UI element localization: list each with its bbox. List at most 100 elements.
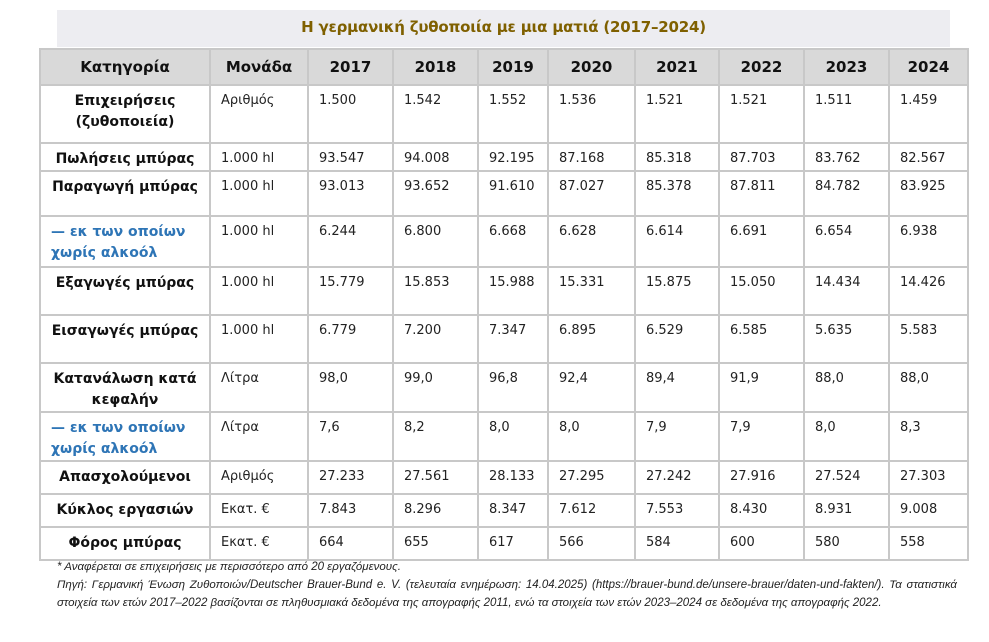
header-year: 2023 bbox=[803, 48, 890, 86]
row-value: 7.347 bbox=[477, 314, 549, 364]
row-unit: 1.000 hl bbox=[209, 266, 309, 316]
header-year: 2024 bbox=[888, 48, 969, 86]
row-value: 14.426 bbox=[888, 266, 969, 316]
row-value: 83.925 bbox=[888, 170, 969, 217]
row-value: 15.331 bbox=[547, 266, 636, 316]
row-value: 6.585 bbox=[718, 314, 805, 364]
header-year: 2019 bbox=[477, 48, 549, 86]
row-category: — εκ των οποίων χωρίς αλκοόλ bbox=[39, 411, 211, 462]
row-value: 6.779 bbox=[307, 314, 394, 364]
row-value: 8,0 bbox=[477, 411, 549, 462]
row-value: 98,0 bbox=[307, 362, 394, 413]
row-value: 93.652 bbox=[392, 170, 479, 217]
row-category: Κατανάλωση κατά κεφαλήν bbox=[39, 362, 211, 413]
row-value: 94.008 bbox=[392, 142, 479, 172]
row-value: 7,9 bbox=[634, 411, 720, 462]
row-value: 655 bbox=[392, 526, 479, 561]
row-value: 580 bbox=[803, 526, 890, 561]
table-row: Παραγωγή μπύρας 1.000 hl 93.013 93.652 91.61… bbox=[39, 170, 969, 217]
row-unit: Εκατ. € bbox=[209, 493, 309, 528]
row-value: 664 bbox=[307, 526, 394, 561]
table-row: — εκ των οποίων χωρίς αλκοόλ Λίτρα 7,6 8,2 8… bbox=[39, 411, 969, 462]
row-value: 27.561 bbox=[392, 460, 479, 495]
footnote-source: Πηγή: Γερμανική Ένωση Ζυθοποιών/Deutsche… bbox=[57, 579, 957, 609]
row-value: 15.988 bbox=[477, 266, 549, 316]
table-row: Απασχολούμενοι Αριθμός 27.233 27.561 28.133 2… bbox=[39, 460, 969, 495]
row-value: 1.459 bbox=[888, 84, 969, 144]
row-unit: Αριθμός bbox=[209, 460, 309, 495]
row-value: 27.295 bbox=[547, 460, 636, 495]
row-value: 6.244 bbox=[307, 215, 394, 268]
header-year: 2018 bbox=[392, 48, 479, 86]
header-year: 2020 bbox=[547, 48, 636, 86]
row-value: 96,8 bbox=[477, 362, 549, 413]
row-value: 8,0 bbox=[547, 411, 636, 462]
row-value: 7.612 bbox=[547, 493, 636, 528]
row-value: 1.521 bbox=[634, 84, 720, 144]
table-title-banner: Η γερμανική ζυθοποιία με μια ματιά (2017… bbox=[57, 10, 950, 47]
table-row: Εισαγωγές μπύρας 1.000 hl 6.779 7.200 7.347 6… bbox=[39, 314, 969, 364]
row-value: 85.318 bbox=[634, 142, 720, 172]
row-value: 84.782 bbox=[803, 170, 890, 217]
header-year: 2022 bbox=[718, 48, 805, 86]
table-row: Φόρος μπύρας Εκατ. €664 655 617 566 584 600 580… bbox=[39, 526, 969, 561]
footnote-note: * Αναφέρεται σε επιχειρήσεις με περισσότ… bbox=[57, 561, 401, 573]
row-value: 99,0 bbox=[392, 362, 479, 413]
row-value: 88,0 bbox=[888, 362, 969, 413]
row-value: 92.195 bbox=[477, 142, 549, 172]
row-unit: Λίτρα bbox=[209, 411, 309, 462]
row-value: 15.779 bbox=[307, 266, 394, 316]
row-unit: Αριθμός bbox=[209, 84, 309, 144]
row-value: 15.050 bbox=[718, 266, 805, 316]
row-category: Πωλήσεις μπύρας bbox=[39, 142, 211, 172]
row-value: 6.668 bbox=[477, 215, 549, 268]
row-value: 85.378 bbox=[634, 170, 720, 217]
row-category: Φόρος μπύρας bbox=[39, 526, 211, 561]
row-category: Παραγωγή μπύρας bbox=[39, 170, 211, 217]
row-value: 87.811 bbox=[718, 170, 805, 217]
row-value: 8.430 bbox=[718, 493, 805, 528]
row-value: 1.500 bbox=[307, 84, 394, 144]
row-value: 27.524 bbox=[803, 460, 890, 495]
row-value: 15.853 bbox=[392, 266, 479, 316]
header-year: 2017 bbox=[307, 48, 394, 86]
row-value: 93.547 bbox=[307, 142, 394, 172]
row-value: 7.200 bbox=[392, 314, 479, 364]
header-year: 2021 bbox=[634, 48, 720, 86]
row-value: 92,4 bbox=[547, 362, 636, 413]
beer-statistics-table: Κατηγορία Μονάδα 2017 2018 2019 2020 2021 2022 2… bbox=[39, 48, 969, 561]
row-value: 617 bbox=[477, 526, 549, 561]
row-value: 584 bbox=[634, 526, 720, 561]
row-value: 89,4 bbox=[634, 362, 720, 413]
row-value: 9.008 bbox=[888, 493, 969, 528]
table-row: Κατανάλωση κατά κεφαλήν Λίτρα 98,0 99,0 96,8… bbox=[39, 362, 969, 413]
row-category: — εκ των οποίων χωρίς αλκοόλ bbox=[39, 215, 211, 268]
row-value: 7.843 bbox=[307, 493, 394, 528]
row-value: 7,9 bbox=[718, 411, 805, 462]
table-row: Εξαγωγές μπύρας 1.000 hl 15.779 15.853 15.98… bbox=[39, 266, 969, 316]
row-category: Εξαγωγές μπύρας bbox=[39, 266, 211, 316]
row-value: 5.635 bbox=[803, 314, 890, 364]
header-row: Κατηγορία Μονάδα 2017 2018 2019 2020 2021 2022 2… bbox=[39, 48, 969, 86]
table-title: Η γερμανική ζυθοποιία με μια ματιά (2017… bbox=[301, 18, 706, 36]
row-value: 6.628 bbox=[547, 215, 636, 268]
row-value: 91.610 bbox=[477, 170, 549, 217]
row-value: 8,3 bbox=[888, 411, 969, 462]
row-unit: Εκατ. € bbox=[209, 526, 309, 561]
row-value: 87.703 bbox=[718, 142, 805, 172]
row-unit: 1.000 hl bbox=[209, 215, 309, 268]
row-value: 27.233 bbox=[307, 460, 394, 495]
table-row: Κύκλος εργασιών Εκατ. €7.843 8.296 8.347 7.6… bbox=[39, 493, 969, 528]
row-value: 27.916 bbox=[718, 460, 805, 495]
row-value: 6.529 bbox=[634, 314, 720, 364]
table-row: Πωλήσεις μπύρας 1.000 hl 93.547 94.008 92.19… bbox=[39, 142, 969, 172]
footnote: * Αναφέρεται σε επιχειρήσεις με περισσότ… bbox=[57, 558, 957, 612]
row-value: 1.552 bbox=[477, 84, 549, 144]
header-category: Κατηγορία bbox=[39, 48, 211, 86]
row-value: 87.168 bbox=[547, 142, 636, 172]
row-value: 6.938 bbox=[888, 215, 969, 268]
row-value: 1.542 bbox=[392, 84, 479, 144]
row-value: 6.614 bbox=[634, 215, 720, 268]
row-value: 1.536 bbox=[547, 84, 636, 144]
row-value: 88,0 bbox=[803, 362, 890, 413]
